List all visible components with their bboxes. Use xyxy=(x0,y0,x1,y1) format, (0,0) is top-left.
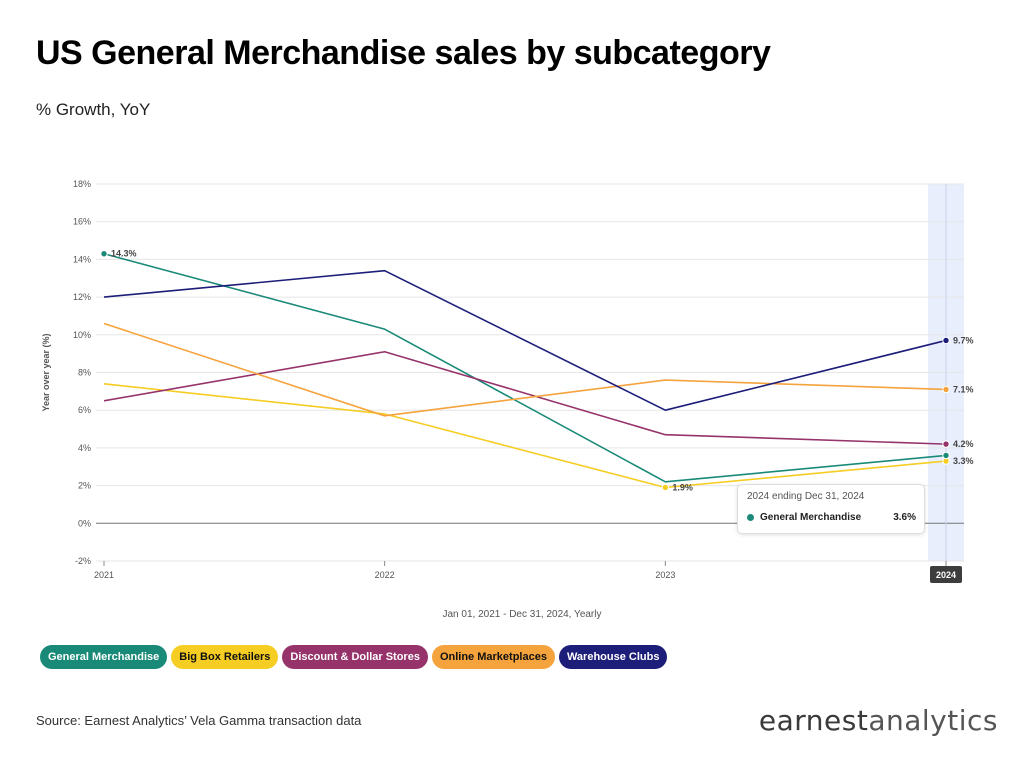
series-line-warehouse-clubs xyxy=(103,269,947,412)
y-tick-label: 10% xyxy=(73,330,91,340)
source-note: Source: Earnest Analytics’ Vela Gamma tr… xyxy=(36,713,362,728)
tooltip-series-name: General Merchandise xyxy=(760,512,862,523)
data-point-warehouse-clubs xyxy=(942,336,950,345)
y-tick-label: 18% xyxy=(73,179,91,189)
data-label-big-box-retailers: 3.3% xyxy=(953,456,974,466)
series-line-online-marketplaces xyxy=(103,322,947,417)
y-tick-label: -2% xyxy=(75,556,91,566)
legend-item-discount-dollar-stores[interactable]: Discount & Dollar Stores xyxy=(282,645,428,669)
period-label: Jan 01, 2021 - Dec 31, 2024, Yearly xyxy=(442,609,602,620)
legend-item-general-merchandise[interactable]: General Merchandise xyxy=(40,645,168,669)
data-label-big-box-retailers: 1.9% xyxy=(672,482,693,492)
legend-item-big-box-retailers[interactable]: Big Box Retailers xyxy=(171,645,279,669)
data-point-general-merchandise xyxy=(100,250,108,258)
y-tick-label: 2% xyxy=(78,481,91,491)
tooltip-value: 3.6% xyxy=(893,512,916,523)
tooltip-header: 2024 ending Dec 31, 2024 xyxy=(747,491,865,502)
y-tick-label: 14% xyxy=(73,254,91,264)
tooltip-row: General Merchandise 3.6% xyxy=(747,512,916,523)
chart-tooltip: 2024 ending Dec 31, 2024 General Merchan… xyxy=(737,484,925,534)
data-point-discount-dollar-stores xyxy=(942,440,950,448)
series-line-general-merchandise xyxy=(103,252,947,483)
y-tick-label: 4% xyxy=(78,443,91,453)
data-label-general-merchandise: 14.3% xyxy=(111,249,137,259)
y-tick-label: 6% xyxy=(78,405,91,415)
series-line-big-box-retailers xyxy=(103,383,947,489)
data-point-big-box-retailers xyxy=(661,483,670,492)
x-tick-label: 2023 xyxy=(655,570,675,580)
data-point-online-marketplaces xyxy=(942,385,950,394)
data-label-online-marketplaces: 7.1% xyxy=(953,384,974,394)
x-tick-label: 2024 xyxy=(936,570,956,580)
x-tick-label: 2021 xyxy=(94,570,114,580)
legend-item-online-marketplaces[interactable]: Online Marketplaces xyxy=(431,645,555,669)
chart-legend: General Merchandise Big Box Retailers Disc… xyxy=(40,645,668,669)
tooltip-series-dot xyxy=(747,514,754,521)
y-tick-label: 16% xyxy=(73,217,91,227)
earnest-analytics-logo: earnestanalytics xyxy=(758,704,998,737)
y-tick-label: 12% xyxy=(73,292,91,302)
y-tick-label: 8% xyxy=(78,368,91,378)
data-label-discount-dollar-stores: 4.2% xyxy=(953,439,974,449)
data-label-warehouse-clubs: 9.7% xyxy=(953,335,974,345)
x-tick-highlight xyxy=(930,566,962,583)
y-axis-label: Year over year (%) xyxy=(41,333,51,411)
legend-item-warehouse-clubs[interactable]: Warehouse Clubs xyxy=(558,645,668,669)
data-point-general-merchandise xyxy=(942,451,950,460)
page-title: US General Merchandise sales by subcateg… xyxy=(36,34,771,72)
x-tick-label: 2022 xyxy=(375,570,395,580)
y-tick-label: 0% xyxy=(78,518,91,528)
page-subtitle: % Growth, YoY xyxy=(36,100,151,119)
series-line-discount-dollar-stores xyxy=(103,350,947,445)
